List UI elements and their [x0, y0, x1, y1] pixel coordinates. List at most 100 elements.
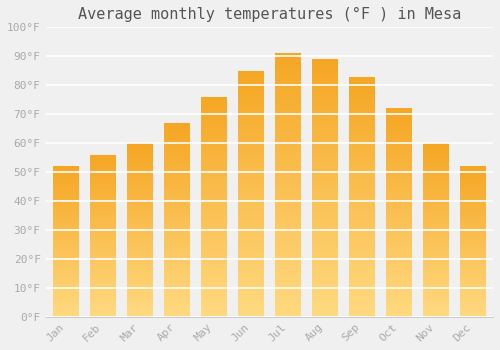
Bar	[53, 283, 79, 284]
Bar	[312, 281, 338, 282]
Bar	[423, 191, 448, 192]
Bar	[312, 107, 338, 109]
Bar	[238, 79, 264, 80]
Bar	[275, 111, 300, 113]
Bar	[349, 174, 374, 176]
Bar	[238, 256, 264, 258]
Bar	[53, 194, 79, 195]
Bar	[423, 214, 448, 215]
Bar	[460, 237, 485, 238]
Bar	[127, 154, 153, 155]
Bar	[238, 133, 264, 135]
Bar	[275, 82, 300, 83]
Bar	[90, 212, 116, 213]
Bar	[238, 156, 264, 158]
Bar	[386, 108, 411, 110]
Bar	[164, 198, 190, 199]
Bar	[386, 306, 411, 307]
Bar	[423, 301, 448, 302]
Bar	[53, 189, 79, 190]
Bar	[90, 238, 116, 239]
Bar	[238, 214, 264, 215]
Bar	[164, 131, 190, 132]
Bar	[238, 89, 264, 90]
Bar	[201, 194, 227, 195]
Bar	[275, 261, 300, 262]
Bar	[312, 308, 338, 310]
Bar	[201, 232, 227, 233]
Bar	[201, 223, 227, 224]
Bar	[164, 221, 190, 222]
Bar	[423, 203, 448, 204]
Bar	[312, 282, 338, 284]
Bar	[349, 141, 374, 142]
Bar	[164, 138, 190, 140]
Bar	[349, 138, 374, 139]
Bar	[312, 90, 338, 92]
Bar	[90, 239, 116, 240]
Bar	[164, 285, 190, 286]
Bar	[460, 210, 485, 211]
Bar	[127, 296, 153, 297]
Bar	[238, 220, 264, 222]
Bar	[423, 195, 448, 196]
Bar	[201, 254, 227, 255]
Bar	[53, 312, 79, 313]
Bar	[201, 229, 227, 230]
Bar	[386, 229, 411, 231]
Bar	[275, 312, 300, 313]
Bar	[460, 275, 485, 276]
Bar	[127, 145, 153, 147]
Bar	[90, 229, 116, 230]
Bar	[201, 161, 227, 163]
Bar	[127, 156, 153, 157]
Bar	[164, 237, 190, 238]
Bar	[386, 139, 411, 140]
Bar	[238, 282, 264, 284]
Bar	[238, 90, 264, 92]
Bar	[275, 273, 300, 275]
Bar	[127, 164, 153, 165]
Bar	[275, 92, 300, 94]
Bar	[90, 306, 116, 307]
Bar	[53, 201, 79, 202]
Bar	[349, 241, 374, 243]
Bar	[349, 304, 374, 306]
Bar	[164, 217, 190, 218]
Bar	[349, 187, 374, 189]
Bar	[460, 172, 485, 173]
Bar	[164, 257, 190, 259]
Bar	[275, 161, 300, 162]
Bar	[238, 209, 264, 210]
Bar	[127, 173, 153, 174]
Bar	[460, 306, 485, 307]
Bar	[164, 134, 190, 136]
Bar	[386, 117, 411, 118]
Bar	[127, 172, 153, 173]
Bar	[164, 153, 190, 154]
Bar	[423, 188, 448, 189]
Bar	[238, 236, 264, 238]
Bar	[164, 145, 190, 146]
Bar	[386, 203, 411, 204]
Bar	[164, 251, 190, 252]
Bar	[238, 168, 264, 169]
Bar	[238, 192, 264, 194]
Bar	[275, 175, 300, 176]
Bar	[127, 273, 153, 274]
Bar	[53, 289, 79, 290]
Bar	[201, 202, 227, 204]
Bar	[275, 171, 300, 173]
Bar	[201, 205, 227, 207]
Bar	[238, 117, 264, 118]
Bar	[238, 141, 264, 143]
Bar	[238, 305, 264, 307]
Bar	[53, 222, 79, 223]
Bar	[312, 97, 338, 99]
Bar	[312, 131, 338, 133]
Bar	[460, 274, 485, 275]
Bar	[460, 257, 485, 258]
Bar	[90, 304, 116, 305]
Bar	[127, 192, 153, 193]
Bar	[275, 289, 300, 290]
